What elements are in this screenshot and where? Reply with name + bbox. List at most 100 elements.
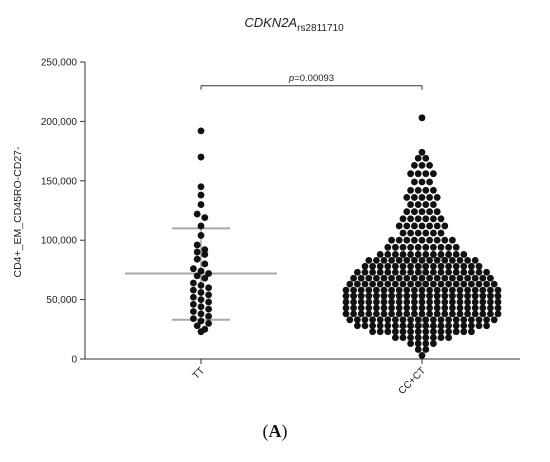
data-point xyxy=(373,274,380,282)
data-point xyxy=(433,292,441,300)
data-point xyxy=(418,310,426,318)
y-tick-label: 100,000 xyxy=(41,236,78,247)
data-point xyxy=(395,222,403,230)
data-point xyxy=(468,262,475,270)
data-point xyxy=(376,322,384,330)
data-points xyxy=(190,114,502,359)
data-point xyxy=(373,298,380,306)
y-tick-label: 0 xyxy=(71,355,77,366)
data-point xyxy=(441,256,449,264)
data-point xyxy=(392,328,399,336)
data-point xyxy=(441,286,449,294)
data-point xyxy=(411,256,418,264)
data-point xyxy=(350,304,357,312)
data-point xyxy=(395,304,403,312)
data-point xyxy=(399,243,407,251)
data-point xyxy=(205,312,213,320)
x-tick-label: TT xyxy=(191,365,207,381)
data-point xyxy=(361,280,369,288)
data-point xyxy=(369,280,376,288)
data-point xyxy=(471,274,479,282)
data-point xyxy=(388,292,395,300)
data-point xyxy=(494,292,502,300)
data-point xyxy=(475,316,483,324)
data-point xyxy=(414,215,422,223)
data-point xyxy=(490,280,498,288)
data-point xyxy=(369,268,376,276)
data-point xyxy=(475,262,483,270)
data-point xyxy=(475,322,483,330)
data-point xyxy=(422,316,430,324)
data-point xyxy=(346,316,354,324)
data-point xyxy=(384,316,392,324)
data-point xyxy=(376,328,384,336)
data-point xyxy=(361,268,369,276)
data-point xyxy=(193,241,201,249)
data-point xyxy=(426,298,433,306)
data-point xyxy=(437,280,445,288)
p-value-label: p=0.00093 xyxy=(288,73,334,84)
data-point xyxy=(422,243,430,251)
data-point xyxy=(418,222,426,230)
data-point xyxy=(403,222,411,230)
data-point xyxy=(445,268,452,276)
data-point xyxy=(464,310,471,318)
data-point xyxy=(197,153,205,161)
data-point xyxy=(407,186,414,194)
panel-label-letter: A xyxy=(268,421,282,441)
data-point xyxy=(460,316,468,324)
data-point xyxy=(414,229,422,237)
y-axis-label: CD4+_EM_CD45RO-CD27- xyxy=(12,146,24,278)
data-point xyxy=(430,170,437,178)
data-point xyxy=(487,304,494,312)
data-point xyxy=(441,222,449,230)
data-point xyxy=(399,229,407,237)
data-point xyxy=(380,256,388,264)
data-point xyxy=(456,292,464,300)
data-point xyxy=(414,201,422,208)
data-point xyxy=(384,322,392,330)
data-point xyxy=(365,274,373,282)
svg-text:CDKN2Ars2811710: CDKN2Ars2811710 xyxy=(244,15,344,34)
data-point xyxy=(430,229,437,237)
data-point xyxy=(422,186,430,194)
data-point xyxy=(342,304,350,312)
data-point xyxy=(449,304,456,312)
data-point xyxy=(201,260,209,268)
data-point xyxy=(471,298,479,306)
data-point xyxy=(380,274,388,282)
data-point xyxy=(399,328,407,336)
data-point xyxy=(452,322,460,330)
data-point xyxy=(414,186,422,194)
data-point xyxy=(468,328,475,336)
data-point xyxy=(449,236,456,244)
data-point xyxy=(437,316,445,324)
data-point xyxy=(197,281,205,289)
data-point xyxy=(422,262,430,270)
data-point xyxy=(414,316,422,324)
data-point xyxy=(380,304,388,312)
data-point xyxy=(487,298,494,306)
data-point xyxy=(342,310,350,318)
data-point xyxy=(441,292,449,300)
data-point xyxy=(190,286,197,294)
data-point xyxy=(411,274,418,282)
data-point xyxy=(418,194,426,201)
data-point xyxy=(437,243,445,251)
data-point xyxy=(411,286,418,294)
data-point xyxy=(369,328,376,336)
data-point xyxy=(197,232,205,239)
data-point xyxy=(403,256,411,264)
data-point xyxy=(350,274,357,282)
data-point xyxy=(452,268,460,276)
data-point xyxy=(414,340,422,347)
data-point xyxy=(430,340,437,347)
data-point xyxy=(437,328,445,336)
data-point xyxy=(433,222,441,230)
data-point xyxy=(460,280,468,288)
data-point xyxy=(471,310,479,318)
data-point xyxy=(399,251,407,258)
data-point xyxy=(433,194,441,201)
data-point xyxy=(414,170,422,178)
data-point xyxy=(460,322,468,330)
